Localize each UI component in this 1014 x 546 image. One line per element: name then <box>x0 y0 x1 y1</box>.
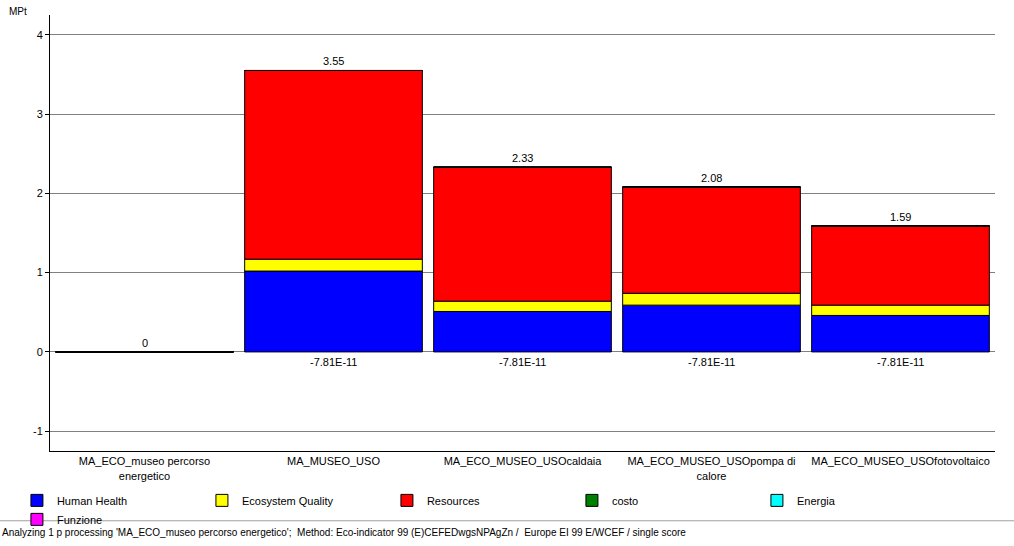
svg-text:MPt: MPt <box>9 6 27 17</box>
svg-text:1: 1 <box>37 266 43 278</box>
svg-text:Funzione: Funzione <box>57 514 102 526</box>
svg-text:Human Health: Human Health <box>57 495 127 507</box>
svg-text:MA_MUSEO_USO: MA_MUSEO_USO <box>287 455 380 467</box>
svg-text:MA_ECO_MUSEO_USOpompa dicalore: MA_ECO_MUSEO_USOpompa dicalore <box>627 455 795 481</box>
svg-text:1.59: 1.59 <box>890 211 911 223</box>
svg-text:3.55: 3.55 <box>323 55 344 67</box>
svg-text:2.33: 2.33 <box>512 152 533 164</box>
svg-text:3: 3 <box>37 108 43 120</box>
svg-text:-7.81E-11: -7.81E-11 <box>877 356 925 368</box>
svg-text:-7.81E-11: -7.81E-11 <box>499 356 547 368</box>
svg-text:-7.81E-11: -7.81E-11 <box>688 356 736 368</box>
svg-text:4: 4 <box>37 29 43 41</box>
svg-text:-1: -1 <box>33 425 43 437</box>
svg-text:Resources: Resources <box>427 495 480 507</box>
svg-text:MA_ECO_MUSEO_USOcaldaia: MA_ECO_MUSEO_USOcaldaia <box>444 455 603 467</box>
svg-text:2.08: 2.08 <box>701 172 722 184</box>
svg-text:0: 0 <box>37 346 43 358</box>
svg-text:MA_ECO_museo percorsoenergetic: MA_ECO_museo percorsoenergetico <box>79 455 210 481</box>
svg-text:Energia: Energia <box>797 495 836 507</box>
svg-text:0: 0 <box>142 337 148 349</box>
svg-text:costo: costo <box>612 495 638 507</box>
svg-text:2: 2 <box>37 187 43 199</box>
svg-text:Ecosystem Quality: Ecosystem Quality <box>242 495 334 507</box>
svg-text:Analyzing 1 p processing 'MA_E: Analyzing 1 p processing 'MA_ECO_museo p… <box>2 527 686 538</box>
svg-text:-7.81E-11: -7.81E-11 <box>310 356 358 368</box>
svg-text:MA_ECO_MUSEO_USOfotovoltaico: MA_ECO_MUSEO_USOfotovoltaico <box>811 455 990 467</box>
